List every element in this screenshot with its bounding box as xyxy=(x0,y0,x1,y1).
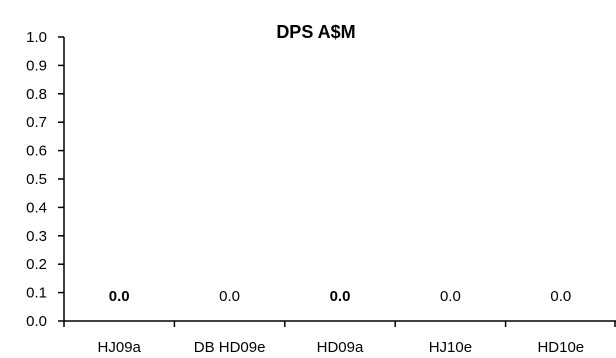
chart-title: DPS A$M xyxy=(276,22,355,42)
y-tick-label: 0.5 xyxy=(26,171,47,188)
x-category-label: HJ10e xyxy=(429,339,472,356)
data-label: 0.0 xyxy=(109,288,130,305)
y-tick-label: 0.2 xyxy=(26,256,47,273)
y-tick-label: 0.7 xyxy=(26,114,47,131)
y-tick-label: 0.8 xyxy=(26,86,47,103)
y-tick-label: 0.3 xyxy=(26,228,47,245)
x-category-label: HD09a xyxy=(317,339,364,356)
x-category-label: HD10e xyxy=(537,339,584,356)
y-tick-label: 0.4 xyxy=(26,199,47,216)
x-axis: HJ09a DB HD09e HD09a HJ10e HD10e xyxy=(63,320,616,356)
x-category-label: HJ09a xyxy=(98,339,142,356)
y-tick-label: 0.0 xyxy=(26,313,47,330)
y-tick-label: 0.6 xyxy=(26,143,47,160)
data-labels: 0.0 0.0 0.0 0.0 0.0 xyxy=(109,288,571,305)
x-category-label: DB HD09e xyxy=(194,339,266,356)
y-tick-label: 1.0 xyxy=(26,29,47,46)
data-label: 0.0 xyxy=(219,288,240,305)
y-axis: 0.0 0.1 0.2 0.3 0.4 0.5 0.6 0.7 0.8 0.9 1.0 xyxy=(26,29,65,330)
data-label: 0.0 xyxy=(440,288,461,305)
y-tick-label: 0.1 xyxy=(26,285,47,302)
data-label: 0.0 xyxy=(550,288,571,305)
data-label: 0.0 xyxy=(330,288,351,305)
y-tick-label: 0.9 xyxy=(26,57,47,74)
